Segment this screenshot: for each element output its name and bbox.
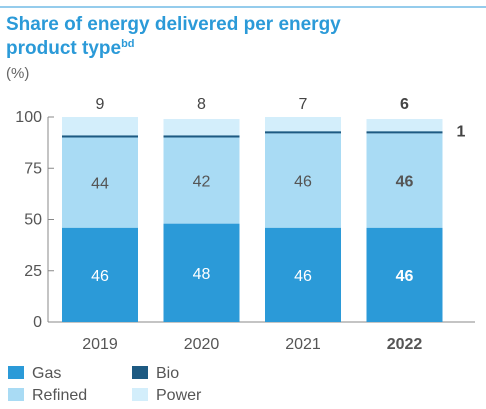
chart-title-line1: Share of energy delivered per energy	[6, 14, 341, 35]
bar-segment-bio	[62, 134, 138, 138]
legend: Gas Bio Refined Power	[8, 365, 202, 404]
data-label-gas: 46	[396, 268, 414, 285]
data-label-refined: 46	[396, 174, 414, 191]
y-tick-label: 50	[24, 212, 42, 229]
bar-segment-bio	[163, 134, 240, 138]
data-label-refined: 46	[294, 174, 312, 191]
bar-segment-refined	[265, 133, 341, 228]
data-label-refined: 42	[193, 174, 211, 191]
legend-label-bio: Bio	[156, 365, 179, 382]
bar-segment-power	[366, 119, 443, 132]
bar-segment-gas	[366, 227, 443, 322]
legend-swatch-refined	[8, 388, 24, 401]
x-tick-label: 2022	[387, 336, 423, 353]
data-label-power: 6	[400, 96, 409, 113]
x-tick-label: 2020	[184, 336, 220, 353]
legend-swatch-power	[132, 388, 148, 401]
y-tick-label: 100	[15, 109, 42, 126]
data-label-gas: 46	[294, 268, 312, 285]
x-tick-label: 2021	[285, 336, 321, 353]
legend-swatch-bio	[132, 366, 148, 379]
bar-segment-bio	[366, 130, 443, 134]
bar-segment-refined	[163, 137, 240, 224]
data-label-power: 9	[96, 96, 105, 113]
bars	[62, 117, 443, 322]
data-label-refined: 44	[91, 176, 109, 193]
data-label-power: 7	[299, 96, 308, 113]
bar-segment-refined	[62, 137, 138, 228]
data-label-power: 8	[197, 96, 206, 113]
data-label-bio: 1	[457, 123, 466, 140]
unit-label: (%)	[6, 65, 29, 82]
bar-segment-bio	[265, 130, 341, 134]
y-tick-label: 25	[24, 263, 42, 280]
bar-segment-power	[163, 119, 240, 136]
y-tick-label: 0	[33, 314, 42, 331]
legend-swatch-gas	[8, 366, 24, 379]
chart-title-line2: product typebd	[6, 38, 135, 59]
bar-segment-power	[265, 117, 341, 132]
legend-label-gas: Gas	[32, 365, 61, 382]
data-label-gas: 46	[91, 268, 109, 285]
data-label-gas: 48	[193, 266, 211, 283]
bar-segment-gas	[163, 223, 240, 322]
chart-title-superscript: bd	[121, 38, 134, 50]
x-axis-labels: 2019 2020 2021 2022	[82, 336, 422, 353]
bar-segment-gas	[265, 227, 341, 322]
bar-segment-refined	[366, 133, 443, 228]
legend-label-refined: Refined	[32, 387, 87, 404]
bar-segment-power	[62, 117, 138, 136]
x-tick-label: 2019	[82, 336, 118, 353]
y-tick-label: 75	[24, 160, 42, 177]
bar-segment-gas	[62, 227, 138, 322]
data-labels: 46 44 9 48 42 8 46 46 7 46 46 1 6	[91, 96, 465, 285]
legend-label-power: Power	[156, 387, 202, 404]
chart-title-line2-text: product type	[6, 38, 121, 59]
